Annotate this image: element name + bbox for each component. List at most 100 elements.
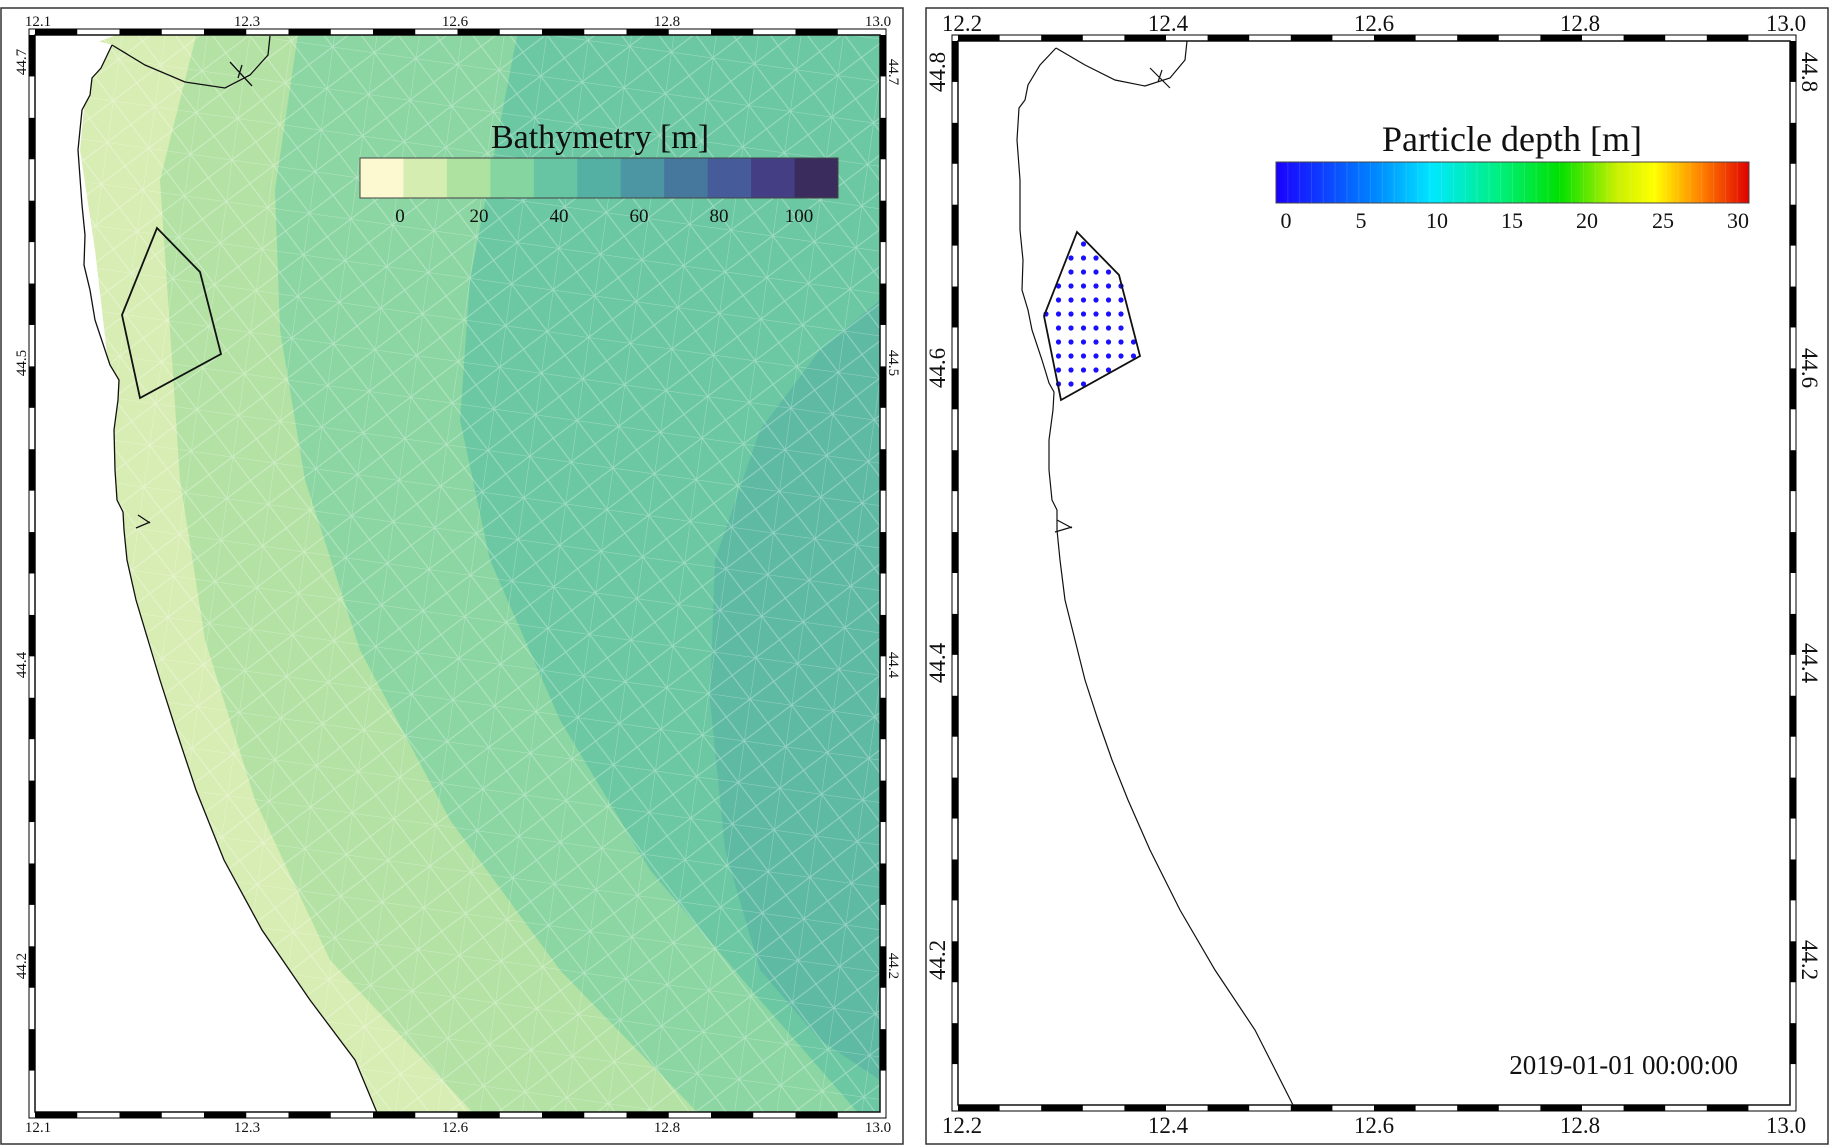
- border-segment: [795, 1112, 838, 1118]
- particle: [1055, 297, 1062, 303]
- bathymetry-map-panel: 12.1 12.3 12.6 12.8 13.0 12.1 12.3 12.6 …: [0, 7, 904, 1145]
- border-segment: [952, 1023, 958, 1065]
- border-segment: [1790, 450, 1796, 492]
- lat-label: 44.7: [14, 48, 30, 75]
- border-segment: [711, 1112, 754, 1118]
- lat-label: 44.2: [14, 953, 30, 979]
- particle: [1055, 325, 1062, 331]
- border-segment: [952, 286, 958, 328]
- border-segment: [29, 614, 35, 657]
- left-east-lat-labels: 44.7 44.5 44.4 44.2: [885, 59, 901, 979]
- border-segment: [1790, 532, 1796, 573]
- border-segment: [1790, 777, 1796, 819]
- colorbar-tick-label: 25: [1652, 208, 1674, 233]
- border-segment: [626, 29, 669, 35]
- border-segment: [29, 697, 35, 740]
- border-segment: [1374, 35, 1416, 41]
- border-segment: [542, 29, 585, 35]
- release-area-polygon: [1043, 230, 1142, 402]
- border-segment: [1041, 1105, 1083, 1111]
- border-segment: [952, 777, 958, 819]
- border-segment: [626, 1112, 669, 1118]
- border-segment: [1790, 286, 1796, 328]
- border-segment: [1623, 1105, 1666, 1111]
- particle: [1105, 297, 1112, 303]
- left-top-lon-labels: 12.1 12.3 12.6 12.8 13.0: [25, 14, 891, 30]
- border-segment: [204, 1112, 247, 1118]
- border-segment: [288, 29, 331, 35]
- colorbar-outline: [359, 157, 839, 199]
- colorbar-swatch: [577, 158, 622, 198]
- lon-label: 12.8: [654, 14, 680, 30]
- lat-label: 44.5: [885, 350, 901, 376]
- coastline: [1016, 47, 1294, 1105]
- border-segment: [880, 449, 886, 491]
- particle: [1068, 255, 1074, 261]
- river-mouth: [1054, 519, 1073, 533]
- lon-label: 13.0: [865, 14, 891, 30]
- particle: [1130, 353, 1137, 359]
- border-segment: [1790, 695, 1796, 737]
- lon-label: 12.6: [442, 14, 469, 30]
- harbor-outline: [111, 35, 271, 89]
- colorbar-tick-label: 10: [1426, 208, 1448, 233]
- particle: [1093, 255, 1099, 261]
- lat-label: 44.4: [1797, 643, 1822, 684]
- left-map-checkered-border: [28, 28, 887, 1119]
- border-segment: [952, 941, 958, 983]
- particle: [1118, 339, 1124, 345]
- border-segment: [1124, 35, 1166, 41]
- bathymetry-colorbar: Bathymetry [m] 0 20 40 60 80 100: [359, 119, 839, 227]
- border-outline: [28, 28, 887, 1119]
- particle: [1055, 339, 1062, 345]
- border-segment: [1457, 35, 1499, 41]
- border-segment: [1790, 122, 1796, 164]
- lat-label: 44.7: [885, 59, 901, 86]
- border-segment: [288, 1112, 331, 1118]
- right-map-checkered-border: [951, 34, 1797, 1112]
- particle: [1105, 367, 1112, 373]
- particle: [1055, 311, 1062, 317]
- lon-label: 12.2: [942, 1113, 982, 1138]
- border-segment: [29, 35, 35, 77]
- lon-label: 13.0: [1766, 11, 1806, 36]
- particle: [1093, 367, 1099, 373]
- border-segment: [29, 449, 35, 491]
- border-segment: [29, 532, 35, 574]
- colorbar-tick-label: 5: [1356, 208, 1367, 233]
- particle: [1093, 269, 1099, 275]
- release-area-polygon: [121, 226, 223, 400]
- particle: [1118, 325, 1124, 331]
- particle: [1118, 353, 1124, 359]
- colorbar-title: Bathymetry [m]: [491, 119, 709, 156]
- particle: [1068, 381, 1074, 387]
- timestamp-label: 2019-01-01 00:00:00: [1509, 1050, 1738, 1080]
- particle: [1068, 269, 1074, 275]
- lat-label: 44.4: [925, 642, 950, 683]
- particle: [1093, 311, 1099, 317]
- particle: [1080, 269, 1087, 275]
- particle: [1068, 367, 1074, 373]
- border-segment: [880, 780, 886, 823]
- colorbar-swatch: [664, 158, 709, 198]
- colorbar-tick-label: 30: [1727, 208, 1749, 233]
- border-segment: [1790, 613, 1796, 655]
- border-segment: [373, 29, 416, 35]
- particle: [1105, 269, 1112, 275]
- lat-label: 44.2: [885, 953, 901, 979]
- particle: [1080, 381, 1087, 387]
- colorbar-tick-label: 0: [1281, 208, 1292, 233]
- colorbar-tick-label: 0: [395, 206, 405, 227]
- border-segment: [1790, 41, 1796, 82]
- particle: [1080, 283, 1087, 289]
- border-segment: [119, 1112, 162, 1118]
- border-segment: [35, 1112, 78, 1118]
- border-segment: [795, 29, 838, 35]
- colorbar-gradient: [1275, 161, 1750, 204]
- colorbar-tick-label: 60: [630, 206, 649, 227]
- border-segment: [952, 695, 958, 737]
- border-segment: [457, 1112, 500, 1118]
- lon-label: 12.4: [1148, 11, 1189, 36]
- lat-label: 44.2: [925, 940, 950, 980]
- particle: [1080, 311, 1087, 317]
